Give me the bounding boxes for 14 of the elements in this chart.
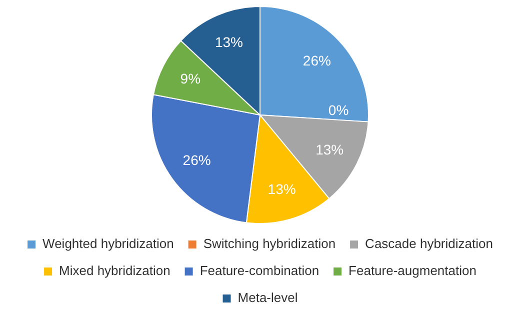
legend-label: Feature-augmentation xyxy=(348,263,476,278)
legend-label: Meta-level xyxy=(238,290,298,306)
data-label: 26% xyxy=(182,152,211,168)
text: 0% xyxy=(328,102,349,118)
data-label: 13% xyxy=(268,180,296,197)
data-label: 26% xyxy=(302,52,331,68)
legend-label: Mixed hybridization xyxy=(59,263,170,278)
data-label: 9% xyxy=(180,70,201,86)
legend-label: Switching hybridization xyxy=(203,236,336,252)
legend-label: Feature-combination xyxy=(200,263,320,278)
data-label: 13% xyxy=(316,141,344,158)
data-label: 13% xyxy=(214,34,243,50)
legend-label: Cascade hybridization xyxy=(365,236,493,252)
legend-label: Weighted hybridization xyxy=(42,236,174,252)
